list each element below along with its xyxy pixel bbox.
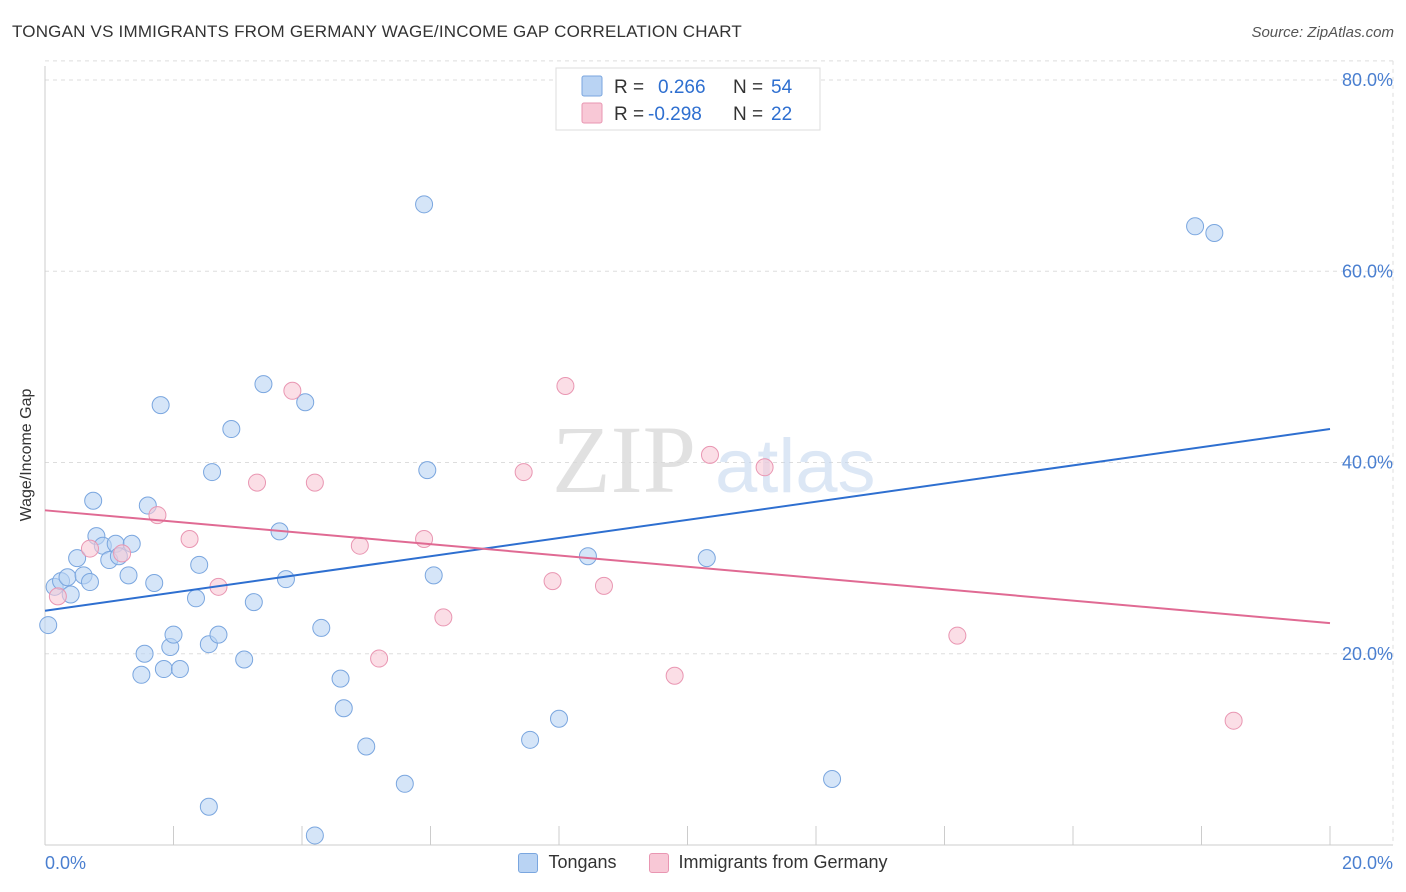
point-tongans bbox=[199, 797, 218, 816]
point-germany bbox=[248, 473, 267, 492]
legend-swatch-tongans bbox=[518, 852, 539, 873]
point-tongans bbox=[1186, 217, 1205, 236]
point-tongans bbox=[58, 568, 77, 587]
y-tick-label: 40.0% bbox=[1342, 453, 1393, 473]
point-germany bbox=[556, 377, 575, 395]
point-tongans bbox=[190, 555, 209, 574]
point-tongans bbox=[254, 375, 273, 394]
point-tongans bbox=[578, 547, 597, 566]
point-tongans bbox=[203, 463, 222, 482]
point-tongans bbox=[119, 566, 138, 585]
legend-item-germany[interactable]: Immigrants from Germany bbox=[648, 852, 888, 873]
tick-labels: 20.0% 40.0% 60.0% 80.0% 0.0% 20.0% bbox=[45, 70, 1393, 873]
point-tongans bbox=[415, 195, 434, 214]
point-germany bbox=[80, 539, 99, 558]
point-germany bbox=[180, 530, 199, 548]
point-tongans bbox=[1205, 224, 1224, 242]
y-tick-label: 20.0% bbox=[1342, 644, 1393, 664]
point-tongans bbox=[154, 660, 173, 679]
point-tongans bbox=[312, 618, 331, 637]
point-tongans bbox=[164, 625, 183, 644]
point-tongans bbox=[395, 774, 414, 793]
stats-r-value-germany: -0.298 bbox=[648, 104, 702, 125]
point-tongans bbox=[697, 549, 716, 568]
legend-item-tongans[interactable]: Tongans bbox=[518, 852, 617, 873]
point-tongans bbox=[84, 491, 103, 510]
data-points bbox=[39, 195, 1243, 845]
point-tongans bbox=[132, 665, 151, 684]
stats-r-label-germany: R = bbox=[614, 104, 644, 125]
stats-n-label-tongans: N = bbox=[733, 77, 763, 98]
watermark-atlas: atlas bbox=[715, 424, 876, 509]
stats-r-label-tongans: R = bbox=[614, 77, 644, 98]
point-germany bbox=[350, 536, 369, 555]
point-germany bbox=[305, 473, 324, 492]
point-tongans bbox=[331, 669, 350, 688]
point-tongans bbox=[305, 826, 324, 845]
stats-n-value-germany: 22 bbox=[771, 104, 792, 125]
point-tongans bbox=[276, 570, 295, 589]
y-tick-label: 80.0% bbox=[1342, 70, 1393, 90]
point-germany bbox=[283, 381, 302, 400]
source-label: Source: ZipAtlas.com bbox=[1251, 24, 1394, 41]
point-tongans bbox=[244, 593, 263, 612]
point-germany bbox=[434, 608, 453, 627]
legend-swatch-germany bbox=[648, 852, 669, 873]
legend-label-tongans: Tongans bbox=[548, 852, 617, 872]
point-tongans bbox=[135, 644, 154, 663]
point-tongans bbox=[521, 730, 540, 749]
trend-line-tongans bbox=[44, 428, 1331, 612]
point-germany bbox=[1224, 711, 1243, 730]
series-legend: Tongans Immigrants from Germany bbox=[0, 852, 1406, 873]
point-germany bbox=[514, 463, 533, 482]
watermark-zip: ZIP bbox=[552, 406, 696, 513]
point-germany bbox=[700, 445, 719, 464]
point-germany bbox=[948, 626, 967, 645]
point-tongans bbox=[68, 549, 87, 568]
point-tongans bbox=[357, 737, 376, 756]
point-tongans bbox=[170, 660, 189, 679]
point-tongans bbox=[296, 393, 315, 412]
point-tongans bbox=[550, 709, 568, 728]
trend-lines bbox=[44, 428, 1331, 625]
point-tongans bbox=[418, 461, 437, 480]
point-germany bbox=[543, 572, 562, 591]
axes bbox=[44, 66, 1393, 846]
point-germany bbox=[48, 587, 67, 606]
stats-swatch-tongans bbox=[581, 75, 603, 97]
watermark: ZIP atlas bbox=[552, 406, 876, 513]
point-tongans bbox=[186, 589, 205, 608]
point-tongans bbox=[209, 625, 228, 644]
point-tongans bbox=[151, 396, 170, 415]
stats-legend: R = 0.266 N = 54 R = -0.298 N = 22 bbox=[555, 67, 821, 131]
point-germany bbox=[370, 649, 389, 668]
point-germany bbox=[755, 458, 774, 477]
point-tongans bbox=[80, 573, 99, 592]
legend-label-germany: Immigrants from Germany bbox=[678, 852, 888, 872]
point-tongans bbox=[145, 573, 164, 592]
point-tongans bbox=[222, 420, 241, 439]
chart-title: TONGAN VS IMMIGRANTS FROM GERMANY WAGE/I… bbox=[12, 22, 742, 41]
point-tongans bbox=[823, 770, 842, 789]
point-tongans bbox=[235, 650, 254, 669]
stats-r-value-tongans: 0.266 bbox=[658, 77, 706, 98]
point-tongans bbox=[424, 566, 443, 585]
stats-n-value-tongans: 54 bbox=[771, 77, 793, 98]
point-tongans bbox=[334, 699, 353, 718]
point-germany bbox=[113, 544, 132, 563]
x-tick-label: 0.0% bbox=[45, 853, 86, 873]
stats-swatch-germany bbox=[581, 102, 603, 124]
point-germany bbox=[665, 666, 684, 685]
grid-lines bbox=[45, 60, 1394, 845]
point-tongans bbox=[39, 616, 58, 635]
stats-n-label-germany: N = bbox=[733, 104, 763, 125]
y-tick-label: 60.0% bbox=[1342, 261, 1393, 281]
point-germany bbox=[594, 576, 613, 595]
x-tick-label: 20.0% bbox=[1342, 853, 1393, 873]
trend-line-germany bbox=[44, 509, 1331, 625]
